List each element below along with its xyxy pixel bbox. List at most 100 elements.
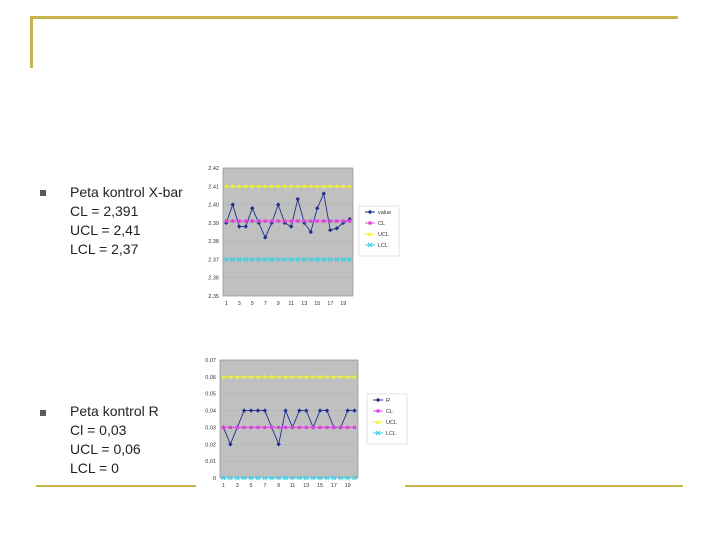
y-tick-label: 2.35 [208, 294, 219, 300]
data-point [341, 219, 345, 223]
data-point [262, 374, 268, 379]
data-point [241, 374, 247, 379]
data-point [283, 425, 288, 430]
data-point [368, 221, 372, 225]
x-tick-label: 11 [290, 483, 296, 489]
data-point [276, 202, 281, 207]
data-point [235, 374, 240, 379]
data-point [341, 184, 346, 188]
y-tick-label: 2.36 [208, 276, 219, 282]
data-point [250, 219, 254, 223]
legend-label: CL [386, 409, 393, 415]
data-point [325, 425, 329, 430]
y-tick-label: 0 [213, 476, 216, 482]
data-point [275, 257, 281, 262]
data-point [314, 257, 320, 262]
data-point [231, 219, 235, 223]
series-line [225, 192, 350, 239]
data-point [339, 425, 343, 430]
data-point [334, 184, 339, 188]
data-point [256, 184, 261, 188]
data-point [352, 475, 357, 481]
data-point [243, 184, 248, 188]
data-point [308, 184, 313, 188]
data-point [317, 475, 323, 481]
data-point [352, 374, 357, 379]
data-point [269, 220, 274, 226]
series-ucl [221, 374, 357, 379]
data-point [290, 374, 295, 379]
bullet-square [40, 410, 46, 416]
data-point [269, 475, 275, 481]
x-tick-label: 19 [345, 483, 351, 489]
data-point [221, 374, 226, 379]
data-point [304, 425, 308, 430]
data-point [295, 184, 300, 188]
x-tick-label: 7 [264, 301, 267, 307]
series-ucl [224, 184, 352, 188]
data-point [256, 220, 261, 226]
data-point [263, 184, 268, 188]
y-tick-label: 2.42 [208, 166, 219, 172]
data-point [270, 425, 274, 430]
data-point [345, 475, 351, 481]
data-point [317, 408, 323, 413]
data-point [309, 219, 313, 223]
xbar-title: Peta kontrol X-bar [70, 184, 183, 200]
data-point [243, 257, 249, 262]
y-tick-label: 2.41 [208, 184, 219, 190]
data-point [310, 374, 316, 379]
data-point [367, 209, 373, 215]
y-tick-label: 2.37 [208, 257, 219, 263]
data-point [230, 184, 235, 188]
data-point [297, 425, 301, 430]
data-point [283, 475, 288, 481]
data-point [255, 408, 261, 413]
legend: R CL UCL LCL [366, 393, 408, 445]
data-point [230, 202, 235, 207]
x-tick-label: 9 [277, 483, 280, 489]
legend-label: LCL [378, 243, 388, 249]
data-point [352, 425, 357, 430]
data-point [269, 257, 275, 262]
data-point [308, 229, 313, 235]
frame-left-rule [30, 16, 33, 68]
x-tick-label: 1 [225, 301, 228, 307]
x-tick-label: 15 [314, 301, 320, 307]
y-tick-label: 2.40 [208, 203, 219, 209]
data-point [334, 226, 339, 231]
data-point [288, 257, 294, 262]
y-tick-label: 0.07 [205, 358, 216, 364]
x-tick-label: 1 [222, 483, 225, 489]
data-point [249, 257, 255, 262]
data-point [269, 184, 274, 188]
data-point [263, 235, 268, 240]
data-point [338, 374, 343, 379]
data-point [345, 374, 350, 379]
xbar-ucl: UCL = 2,41 [70, 222, 141, 238]
data-point [347, 184, 352, 188]
data-point [282, 257, 288, 262]
xbar-cl: CL = 2,391 [70, 203, 139, 219]
y-tick-label: 0.02 [205, 442, 216, 448]
y-tick-label: 0.06 [205, 375, 216, 381]
data-point [241, 408, 247, 413]
data-point [311, 425, 315, 430]
y-tick-label: 2.39 [208, 221, 219, 227]
data-point [315, 184, 320, 188]
x-tick-label: 11 [288, 301, 294, 307]
data-point [352, 408, 357, 413]
y-tick-label: 0.05 [205, 392, 216, 398]
data-point [289, 219, 293, 223]
data-point [235, 425, 239, 430]
data-point [227, 475, 233, 481]
data-point [230, 257, 236, 262]
data-point [376, 409, 380, 413]
r-ucl: UCL = 0,06 [70, 441, 141, 457]
data-point [262, 475, 268, 481]
data-point [283, 219, 287, 223]
data-point [308, 257, 314, 262]
data-point [375, 419, 381, 424]
data-point [263, 425, 267, 430]
